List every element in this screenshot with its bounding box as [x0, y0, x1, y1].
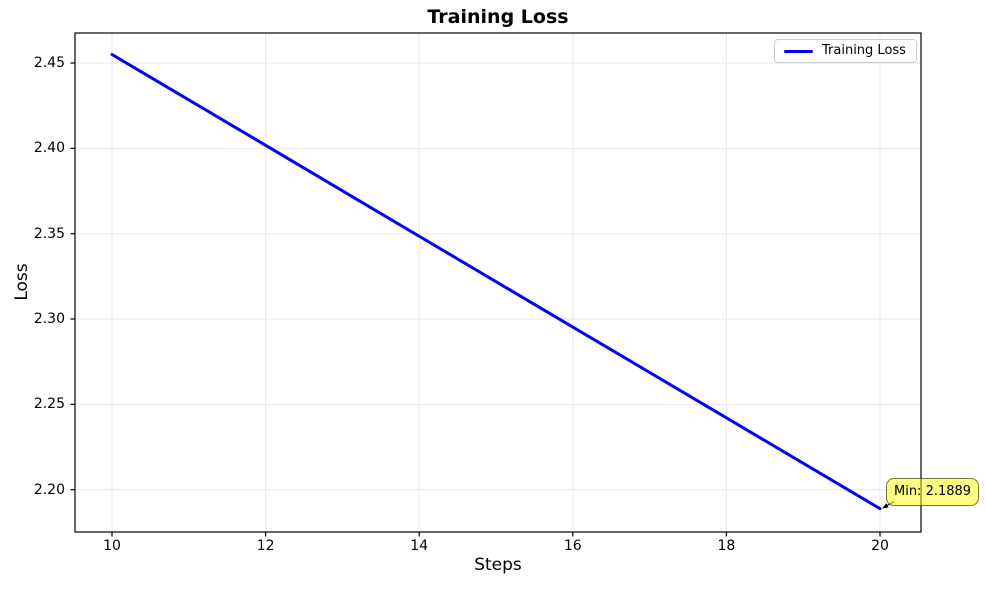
legend: Training Loss	[774, 39, 917, 63]
x-tick-label: 14	[410, 538, 429, 554]
x-tick-label: 12	[256, 538, 275, 554]
legend-label: Training Loss	[822, 43, 906, 58]
legend-line-swatch	[784, 49, 813, 53]
training-loss-line	[110, 53, 882, 511]
y-tick-label: 2.25	[33, 396, 65, 413]
x-tick-label: 18	[717, 538, 736, 554]
y-tick-label: 2.45	[33, 55, 65, 72]
min-annotation: Min: 2.1889	[885, 477, 980, 506]
axes-spines	[74, 32, 922, 533]
x-tick-label: 20	[871, 538, 889, 554]
x-tick-label: 16	[563, 538, 582, 554]
x-axis-label: Steps	[474, 555, 522, 575]
chart-title: Training Loss	[427, 6, 569, 28]
x-tick-label: 10	[103, 538, 121, 554]
y-tick-label: 2.35	[33, 225, 65, 242]
y-tick-label: 2.20	[33, 481, 65, 498]
y-tick-label: 2.40	[33, 140, 65, 157]
y-tick-label: 2.30	[33, 311, 65, 328]
annotation-arrowhead-icon	[881, 503, 889, 509]
